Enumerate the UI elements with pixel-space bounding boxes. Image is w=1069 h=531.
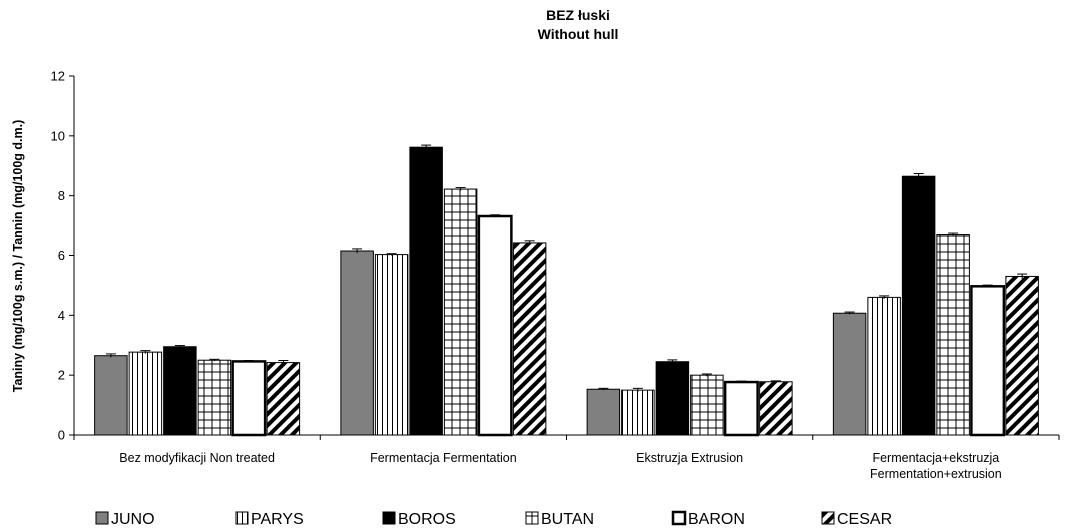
bar-cesar xyxy=(1005,275,1039,436)
legend-label: BUTAN xyxy=(541,511,594,528)
y-tick-label: 2 xyxy=(58,368,65,383)
bar-cesar xyxy=(512,242,547,436)
legend-label: CESAR xyxy=(837,511,892,528)
bars xyxy=(94,144,1039,437)
category-label: Fermentacja+ekstruzja xyxy=(872,451,999,465)
legend-swatch-butan xyxy=(525,511,539,525)
legend-swatch-baron xyxy=(671,510,687,526)
y-tick-label: 10 xyxy=(51,128,65,143)
legend-swatch-boros xyxy=(382,511,396,525)
y-axis-label: Taniny (mg/100g s.m.) / Tannin (mg/100g … xyxy=(11,120,25,393)
chart-title-line2: Without hull xyxy=(538,26,619,42)
bar-parys xyxy=(374,254,409,436)
bar-butan xyxy=(690,374,724,436)
bar-boros xyxy=(409,146,443,436)
chart-title: BEZ łuski Without hull xyxy=(538,7,619,42)
legend-label: JUNO xyxy=(111,511,155,528)
bar-parys xyxy=(128,351,163,436)
legend-label: BOROS xyxy=(398,511,456,528)
category-label: Fermentacja Fermentation xyxy=(370,451,517,465)
legend-swatch-juno xyxy=(95,511,109,525)
bar-juno xyxy=(340,250,374,436)
legend-label: BARON xyxy=(688,511,745,528)
bar-baron xyxy=(231,360,267,437)
bar-cesar xyxy=(266,362,301,436)
bar-baron xyxy=(723,380,759,437)
legend: JUNO PARYS BOROS BUTAN BARON CESAR xyxy=(95,510,892,528)
bar-juno xyxy=(832,312,867,436)
bar-boros xyxy=(901,175,936,436)
category-labels: Bez modyfikacji Non treated Fermentacja F… xyxy=(119,451,1001,481)
bar-juno xyxy=(94,355,128,436)
bar-butan xyxy=(936,234,970,436)
y-tick-label: 12 xyxy=(51,69,65,84)
bar-boros xyxy=(163,346,197,436)
bar-baron xyxy=(477,214,513,437)
bar-parys xyxy=(621,389,655,436)
bar-butan xyxy=(443,188,478,436)
y-tick-label: 6 xyxy=(58,248,65,263)
chart-title-line1: BEZ łuski xyxy=(546,7,610,23)
bar-boros xyxy=(655,361,690,436)
y-tick-label: 8 xyxy=(58,188,65,203)
bar-parys xyxy=(867,296,901,436)
bar-cesar xyxy=(759,381,793,436)
legend-swatch-parys xyxy=(235,511,249,525)
legend-swatch-cesar xyxy=(821,511,835,525)
bar-baron xyxy=(970,285,1006,437)
bar-juno xyxy=(586,388,621,436)
legend-label: PARYS xyxy=(251,511,304,528)
y-tick-label: 0 xyxy=(58,428,65,443)
bar-butan xyxy=(197,359,232,436)
category-label: Bez modyfikacji Non treated xyxy=(119,451,275,465)
category-label: Fermentation+extrusion xyxy=(870,467,1002,481)
y-tick-label: 4 xyxy=(58,308,65,323)
category-label: Ekstruzja Extrusion xyxy=(636,451,743,465)
